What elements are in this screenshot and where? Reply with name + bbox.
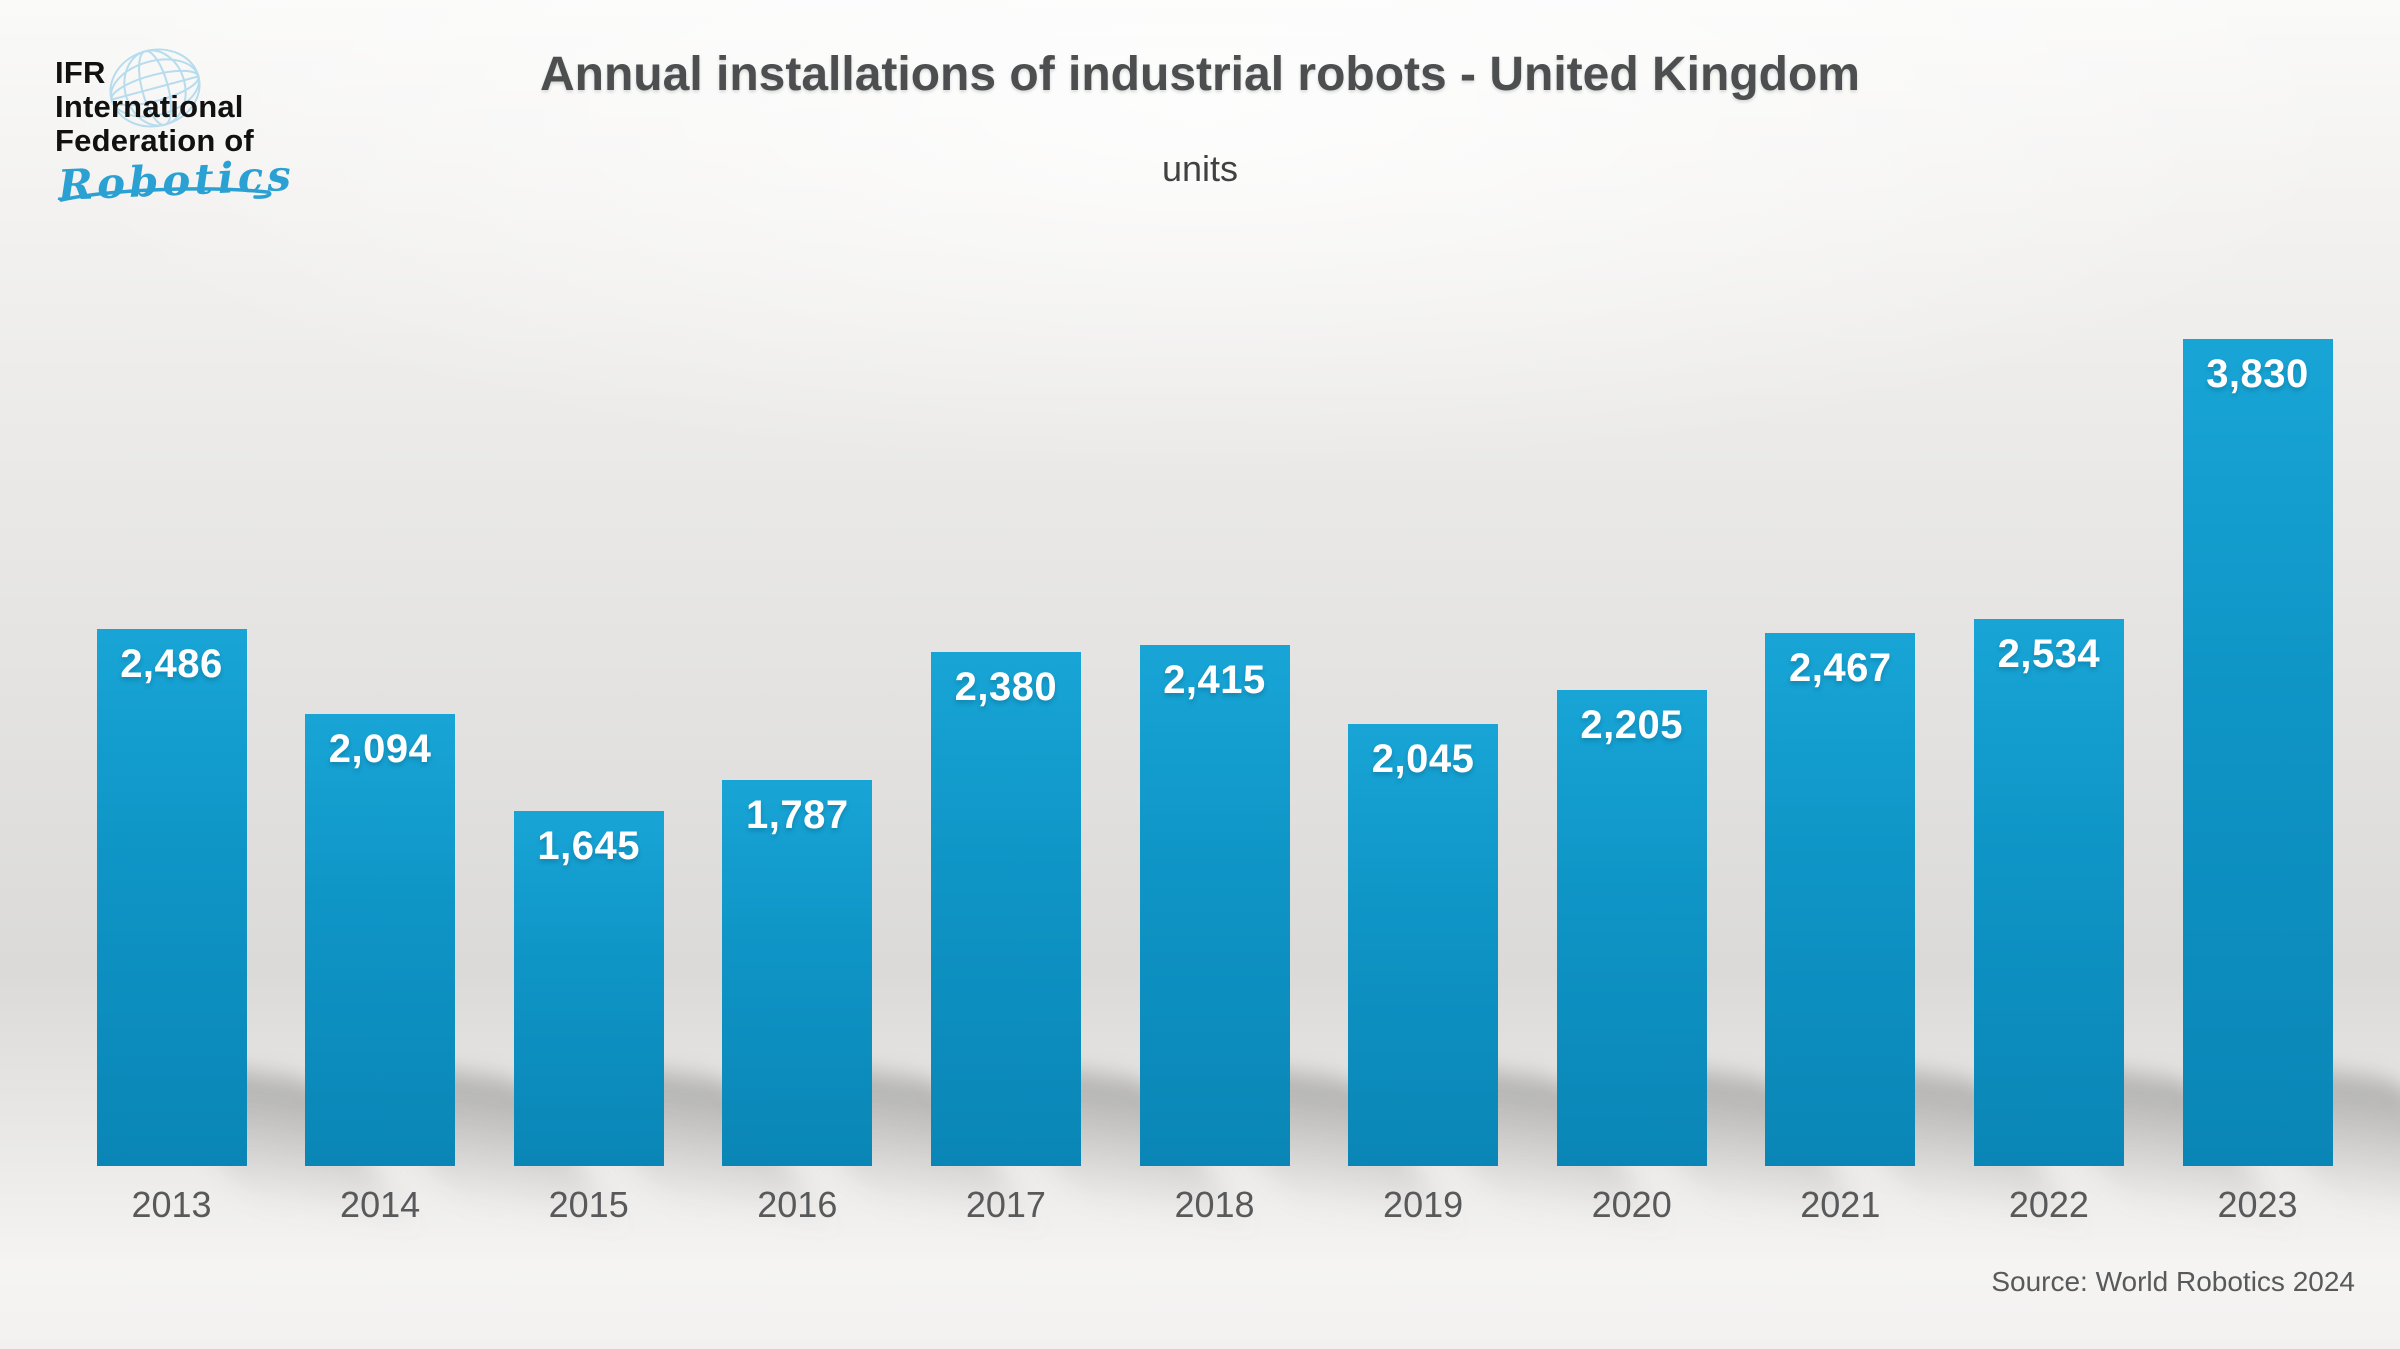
bar-2015: 1,645 2015: [513, 811, 837, 1246]
bar-value-label: 2,486: [120, 642, 223, 686]
bar-fill: [930, 652, 1081, 1166]
bar-value-label: 1,645: [537, 824, 640, 868]
logo-text-international: International: [55, 89, 244, 124]
x-axis-label-2013: 2013: [131, 1184, 212, 1225]
bar-value-label: 2,534: [1997, 632, 2101, 676]
bar-fill: [305, 714, 456, 1166]
bar-fill: [722, 780, 873, 1166]
bar-value-label: 2,467: [1788, 646, 1892, 690]
bar-2014: 2,094 2014: [305, 714, 629, 1246]
bar-fill: [513, 811, 664, 1166]
bar-2021: 2,467 2021: [1765, 633, 2089, 1246]
bar-value-label: 2,094: [328, 727, 432, 771]
bar-2023: 3,830 2023: [2182, 339, 2400, 1246]
bar-2013: 2,486 2013: [96, 629, 420, 1246]
x-axis-label-2015: 2015: [548, 1184, 629, 1225]
bar-2017: 2,380 2017: [930, 652, 1254, 1246]
logo-text-federation: Federation of: [55, 123, 254, 158]
bar-fill: [1765, 633, 1916, 1166]
x-axis-label-2023: 2023: [2217, 1184, 2298, 1225]
x-axis-label-2014: 2014: [340, 1184, 421, 1225]
x-axis-label-2018: 2018: [1174, 1184, 1255, 1225]
bar-value-label: 3,830: [2206, 352, 2309, 396]
bar-value-label: 2,205: [1580, 703, 1683, 747]
bar-2020: 2,205 2020: [1556, 690, 1880, 1246]
bar-fill: [1139, 645, 1290, 1166]
logo-text-ifr: IFR: [55, 55, 106, 90]
bar-value-label: 2,415: [1163, 658, 1266, 702]
bar-fill: [1973, 619, 2124, 1166]
x-axis-label-2017: 2017: [965, 1184, 1046, 1225]
x-axis-label-2020: 2020: [1591, 1184, 1672, 1225]
bar-2019: 2,045 2019: [1348, 724, 1672, 1246]
chart-title: Annual installations of industrial robot…: [540, 48, 1860, 101]
source-caption: Source: World Robotics 2024: [1991, 1266, 2355, 1297]
bar-value-label: 1,787: [745, 793, 849, 837]
bar-2016: 1,787 2016: [722, 780, 1046, 1246]
chart-subtitle: units: [1161, 148, 1239, 189]
logo-swash-icon: [59, 187, 272, 202]
bar-fill: [2182, 339, 2333, 1166]
ifr-logo: IFR International Federation of Robotics: [55, 18, 355, 210]
x-axis-label-2016: 2016: [757, 1184, 838, 1225]
x-axis-label-2022: 2022: [2008, 1184, 2089, 1225]
globe-icon: [109, 48, 201, 128]
bar-fill: [1348, 724, 1499, 1166]
bar-value-label: 2,045: [1371, 737, 1475, 781]
x-axis-label-2021: 2021: [1800, 1184, 1881, 1225]
bar-value-label: 2,380: [954, 665, 1058, 709]
x-axis-label-2019: 2019: [1383, 1184, 1464, 1225]
bar-fill: [96, 629, 247, 1166]
bar-2022: 2,534 2022: [1973, 619, 2297, 1246]
bar-2018: 2,415 2018: [1139, 645, 1463, 1246]
bar-fill: [1556, 690, 1707, 1166]
